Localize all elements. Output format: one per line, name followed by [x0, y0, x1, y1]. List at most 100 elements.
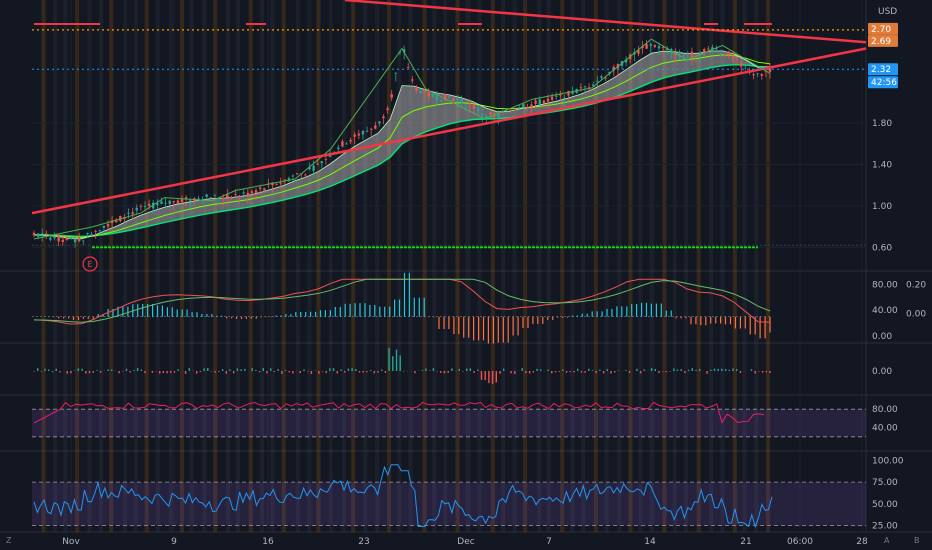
candle-body [184, 197, 188, 200]
session-stripe [213, 0, 218, 532]
ema-slow-line [33, 63, 771, 238]
candle-body [567, 91, 570, 96]
candle-body [131, 212, 134, 215]
candle-body [448, 96, 451, 98]
candle-body [197, 198, 200, 200]
corner-b-label[interactable]: B [914, 536, 920, 545]
macd-pane[interactable] [32, 272, 771, 344]
candle-body [86, 233, 89, 234]
lower-trendline [31, 47, 867, 215]
candle-body [468, 103, 471, 105]
session-stripe [109, 0, 114, 532]
x-tick-label-5: 7 [546, 537, 552, 547]
candle-body [735, 57, 739, 58]
session-stripe [432, 0, 437, 532]
session-stripe [307, 0, 312, 532]
candle-body [653, 45, 657, 47]
candle-body [139, 206, 143, 207]
candle-body [341, 141, 344, 147]
candle-body [592, 84, 595, 86]
candle-body [600, 76, 603, 78]
session-stripe [133, 0, 138, 532]
x-tick-label-8: 06:00 [787, 537, 813, 547]
candle-body [382, 116, 385, 119]
stoch-line [33, 401, 765, 424]
candle-body [205, 194, 208, 197]
candle-body [501, 112, 504, 114]
rsi-tick-label-1: 75.00 [872, 478, 898, 488]
session-stripe [375, 0, 380, 532]
candle-body [411, 79, 414, 81]
candle-body [230, 196, 233, 199]
candle-body [624, 59, 628, 63]
candle-body [110, 220, 114, 224]
candle-body [258, 187, 262, 189]
candle-body [287, 178, 291, 181]
rsi-pane[interactable] [32, 464, 866, 529]
candle-body [275, 184, 278, 186]
candle-body [49, 237, 52, 240]
candle-body [312, 165, 315, 171]
candle-body [164, 202, 167, 204]
session-stripe [123, 0, 128, 532]
volume-pane[interactable] [33, 347, 771, 384]
candle-body [423, 90, 426, 93]
candle-body [509, 110, 513, 111]
candle-body [444, 94, 447, 101]
candle-body [370, 128, 373, 130]
x-tick-label-3: 23 [358, 537, 369, 547]
candle-body [102, 225, 106, 228]
session-stripe [662, 0, 667, 532]
session-stripe [581, 0, 586, 532]
candle-body [263, 188, 266, 191]
candle-body [604, 77, 607, 79]
candle-body [209, 197, 212, 199]
stoch-tick-label-0: 80.00 [872, 405, 898, 415]
stochastic-pane[interactable] [32, 401, 866, 438]
session-stripe [628, 0, 633, 532]
candle-body [226, 194, 229, 198]
candle-body [542, 100, 546, 104]
candle-body [320, 161, 323, 164]
price-pane[interactable]: E [31, 0, 867, 272]
corner-z-label[interactable]: Z [6, 536, 12, 545]
candle-body [156, 203, 159, 206]
x-tick-label-2: 16 [262, 537, 274, 547]
candle-body [415, 87, 418, 91]
candle-body [94, 231, 97, 232]
candle-body [386, 108, 389, 111]
session-stripe [742, 0, 747, 532]
candle-body [723, 54, 726, 55]
candle-body [641, 46, 644, 49]
session-stripe [236, 0, 240, 532]
session-stripe [408, 0, 413, 532]
candle-body [522, 104, 525, 108]
session-stripe [512, 0, 517, 532]
candle-body [489, 112, 492, 115]
candle-body [505, 108, 508, 110]
candle-body [481, 113, 484, 115]
candle-body [674, 52, 677, 56]
session-stripe [638, 0, 643, 532]
candle-body [221, 197, 225, 200]
candle-body [57, 235, 60, 242]
candle-body [550, 96, 554, 100]
candle-body [365, 131, 369, 132]
session-stripe [363, 0, 368, 532]
candle-body [135, 207, 138, 211]
candle-body [361, 131, 365, 135]
candle-body [485, 116, 488, 119]
session-stripe [537, 0, 542, 532]
corner-a-label[interactable]: A [884, 536, 890, 545]
candle-body [546, 98, 550, 102]
macd-tick-label-2: 0.00 [872, 332, 892, 342]
rsi-tick-label-2: 50.00 [872, 500, 898, 510]
candle-body [82, 240, 85, 242]
x-tick-label-7: 21 [740, 537, 751, 547]
macd-tick-label-1: 40.00 [872, 306, 898, 316]
candle-body [291, 175, 295, 177]
candle-body [657, 46, 661, 49]
price-tick-label-3: 0.60 [872, 243, 892, 253]
candle-body [36, 233, 40, 237]
